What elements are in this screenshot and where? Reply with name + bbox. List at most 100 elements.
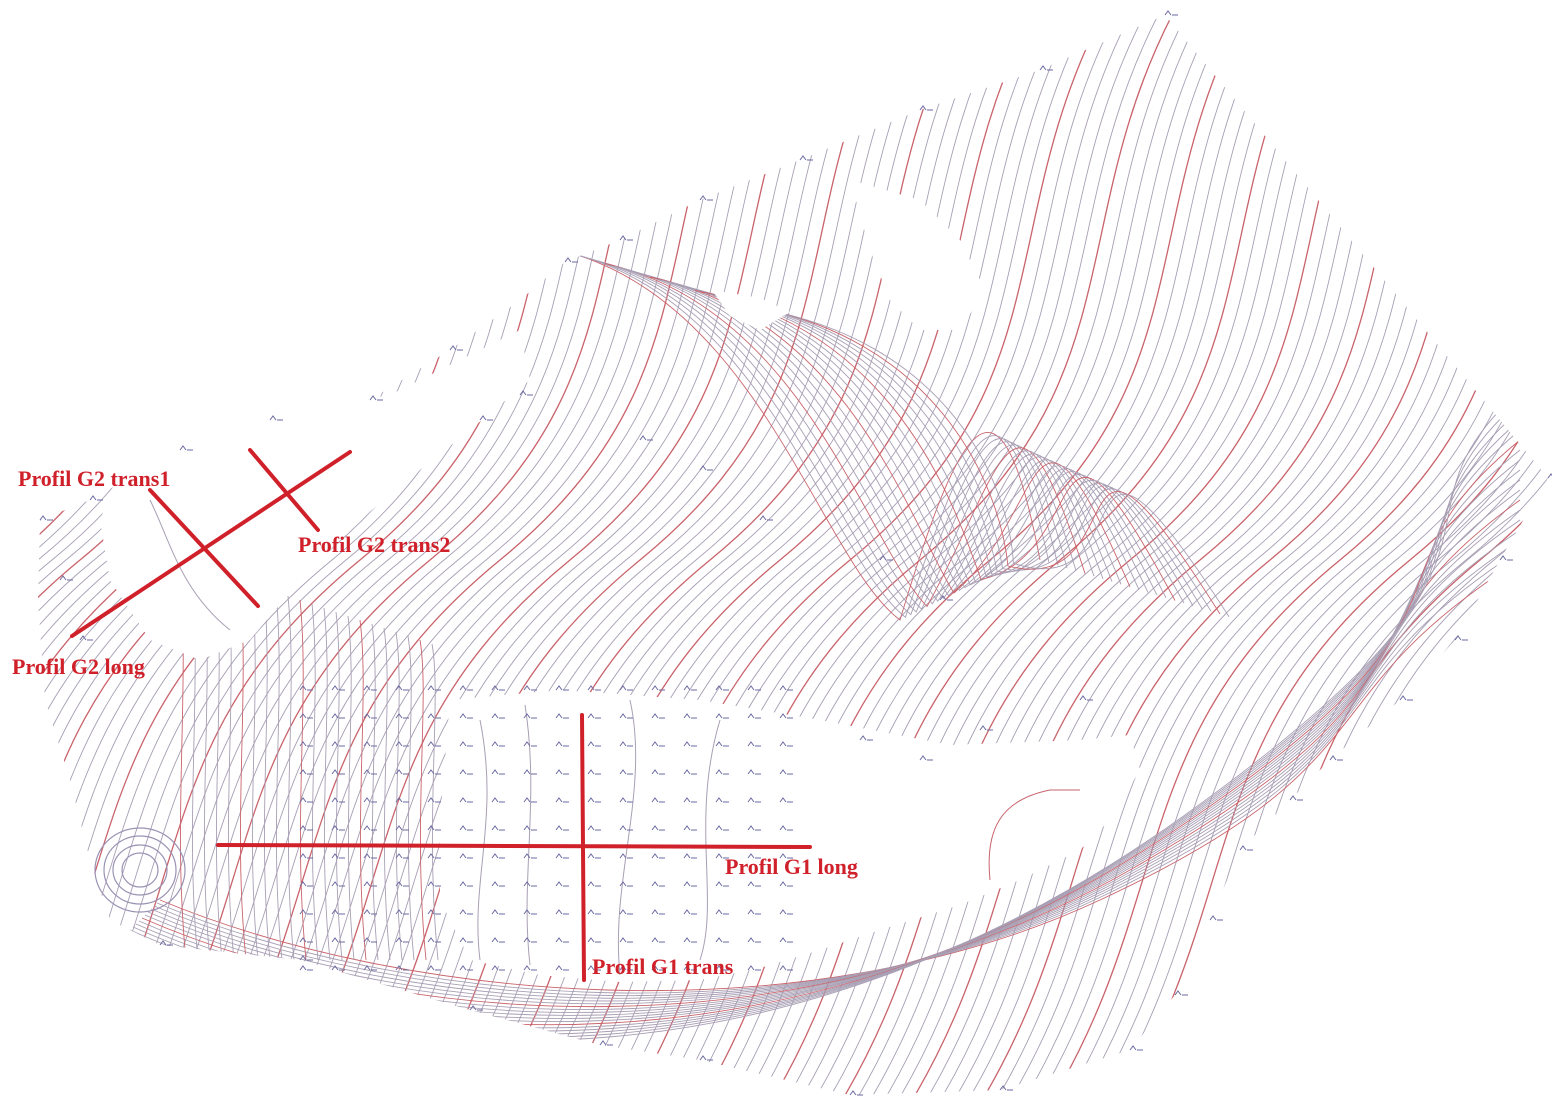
survey-point-marker: [747, 685, 761, 691]
contour-line: [359, 619, 367, 961]
survey-point-marker: [699, 1055, 713, 1061]
contour-line: [1221, 15, 1548, 1095]
survey-point-marker: [299, 881, 313, 887]
survey-point-marker: [651, 825, 665, 831]
contour-line: [1165, 15, 1548, 1095]
contour-line: [1067, 15, 1548, 1095]
survey-point-marker: [619, 853, 633, 859]
profile-label-g2-long: Profil G2 long: [12, 654, 145, 679]
survey-point-marker: [651, 741, 665, 747]
contour-line: [347, 615, 355, 961]
survey-point-marker: [747, 965, 761, 971]
contour-line: [38, 15, 61, 1095]
survey-point-marker: [395, 909, 409, 915]
survey-point-marker: [555, 909, 569, 915]
survey-point-marker: [619, 937, 633, 943]
contour-line: [431, 643, 439, 961]
contour-line: [604, 263, 1086, 608]
survey-point-marker: [523, 881, 537, 887]
survey-point-marker: [1174, 990, 1188, 996]
survey-point-marker: [491, 909, 505, 915]
survey-point-marker: [779, 909, 793, 915]
profile-label-g1-trans: Profil G1 trans: [592, 954, 734, 979]
survey-point-marker: [331, 965, 345, 971]
survey-point-marker: [651, 909, 665, 915]
survey-point-marker: [459, 937, 473, 943]
contour-line: [568, 252, 1050, 619]
survey-point-marker: [715, 741, 729, 747]
contour-line: [0, 0, 4, 1108]
survey-point-marker: [459, 853, 473, 859]
flat-area-g1: [440, 690, 1140, 982]
survey-point-marker: [459, 825, 473, 831]
survey-point-marker: [683, 881, 697, 887]
survey-point-marker: [331, 713, 345, 719]
survey-point-marker: [449, 345, 463, 351]
contour-line: [255, 15, 817, 1095]
survey-point-marker: [479, 415, 493, 421]
survey-point-marker: [555, 881, 569, 887]
survey-point-marker: [747, 797, 761, 803]
survey-point-marker: [1547, 473, 1552, 479]
survey-point-marker: [683, 965, 697, 971]
survey-point-marker: [587, 909, 601, 915]
contour-line: [703, 292, 1185, 604]
survey-point-marker: [683, 909, 697, 915]
survey-point-marker: [651, 853, 665, 859]
contour-line: [694, 290, 1176, 601]
survey-point-marker: [299, 825, 313, 831]
contour-line: [613, 265, 1095, 605]
survey-point-marker: [651, 685, 665, 691]
contour-line: [1109, 15, 1548, 1095]
survey-point-marker: [331, 909, 345, 915]
survey-point-marker: [715, 965, 729, 971]
survey-point-marker: [331, 685, 345, 691]
survey-point-marker: [555, 937, 569, 943]
contour-line: [1193, 15, 1548, 1095]
contour-line: [38, 15, 117, 1095]
survey-point-marker: [299, 769, 313, 775]
contour-line: [815, 15, 1377, 1095]
survey-point-marker: [523, 853, 537, 859]
survey-point-marker: [523, 797, 537, 803]
survey-point-marker: [619, 235, 633, 241]
survey-point-marker: [799, 155, 813, 161]
survey-point-marker: [651, 965, 665, 971]
survey-point-marker: [523, 741, 537, 747]
contour-line: [640, 273, 1122, 597]
survey-point-marker: [747, 741, 761, 747]
contour-line: [1235, 15, 1548, 1095]
survey-point-marker: [619, 713, 633, 719]
survey-point-marker: [979, 725, 993, 731]
survey-point-marker: [59, 575, 73, 581]
survey-point-marker: [491, 965, 505, 971]
survey-point-marker: [459, 685, 473, 691]
contour-line: [38, 15, 89, 1095]
survey-point-marker: [1399, 695, 1413, 701]
survey-point-marker: [395, 965, 409, 971]
survey-point-marker: [555, 685, 569, 691]
survey-point-markers: [39, 10, 1552, 1096]
contour-line: [1095, 15, 1548, 1095]
survey-point-marker: [587, 881, 601, 887]
survey-point-marker: [747, 825, 761, 831]
survey-point-marker: [651, 937, 665, 943]
survey-point-marker: [683, 853, 697, 859]
survey-point-marker: [395, 797, 409, 803]
flat-area-north: [850, 180, 985, 330]
survey-point-marker: [299, 909, 313, 915]
survey-point-marker: [683, 685, 697, 691]
survey-point-marker: [747, 713, 761, 719]
contour-line: [1305, 15, 1548, 1095]
survey-point-marker: [779, 797, 793, 803]
survey-point-marker: [299, 797, 313, 803]
contour-line: [153, 539, 1521, 997]
contour-line: [595, 260, 1077, 610]
survey-point-marker: [879, 555, 893, 561]
survey-point-marker: [1209, 915, 1223, 921]
survey-point-marker: [427, 797, 441, 803]
survey-point-marker: [395, 881, 409, 887]
survey-point-marker: [79, 635, 93, 641]
survey-point-marker: [427, 853, 441, 859]
